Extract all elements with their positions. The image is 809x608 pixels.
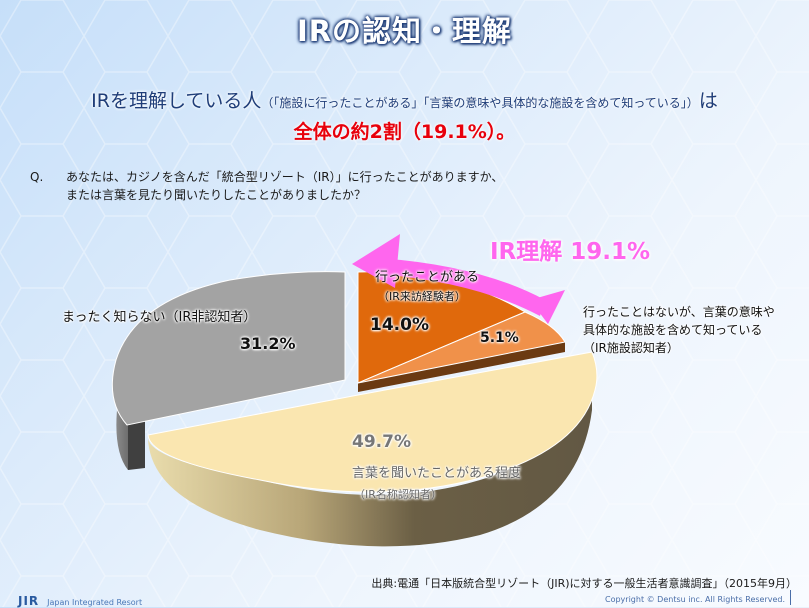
question-line-1: あなたは、カジノを含んだ「統合型リゾート（IR）」に行ったことがありますか、 [66, 170, 504, 184]
label-facility-aware-line2: 具体的な施設を含めて知っている [583, 323, 763, 337]
copyright: Copyright © Dentsu inc. All Rights Reser… [605, 595, 786, 604]
label-name-aware-sub: （IR名称認知者） [354, 488, 442, 501]
slice-facility-aware [357, 311, 566, 384]
label-facility-aware-pct: 5.1% [480, 330, 519, 346]
logo-name: Japan Integrated Resort [47, 598, 143, 607]
jir-logo: JIR Japan Integrated Resort [18, 594, 142, 608]
summary-tail: は [698, 90, 718, 112]
summary-line-2: 全体の約2割（19.1%）。 [293, 121, 516, 143]
logo-mark: JIR [18, 594, 40, 608]
summary-main: IRを理解している人 [91, 90, 262, 112]
label-visited-pct: 14.0% [370, 315, 429, 335]
source-citation: 出典:電通「日本版統合型リゾート（JIR)に対する一般生活者意識調査」（2015… [371, 577, 797, 590]
question-label: Q. [30, 170, 44, 184]
label-unaware-name: まったく知らない（IR非認知者） [62, 310, 257, 325]
slice-edge [358, 342, 565, 392]
label-name-aware-name: 言葉を聞いたことがある程度 [352, 466, 522, 481]
question-line-2: または言葉を見たり聞いたりしたことがありましたか？ [66, 188, 367, 202]
footer-divider [790, 590, 791, 605]
label-unaware-pct: 31.2% [240, 334, 296, 353]
label-facility-aware: 行ったことはないが、言葉の意味や 具体的な施設を含めて知っている （IR施設認知… [583, 303, 775, 357]
label-facility-aware-sub: （IR施設認知者） [583, 341, 679, 355]
label-facility-aware-line1: 行ったことはないが、言葉の意味や [583, 305, 775, 319]
label-name-aware-pct: 49.7% [352, 432, 411, 452]
ir-understanding-callout: IR理解 19.1% [490, 239, 651, 265]
page-title: IRの認知・理解 [296, 14, 513, 48]
survey-question: Q. あなたは、カジノを含んだ「統合型リゾート（IR）」に行ったことがありますか、… [30, 168, 503, 204]
summary-paren: （「施設に行ったことがある」「言葉の意味や具体的な施設を含めて知っている」） [261, 96, 699, 110]
label-visited-name: 行ったことがある [375, 270, 480, 285]
summary-line-1: IRを理解している人（「施設に行ったことがある」「言葉の意味や具体的な施設を含め… [0, 86, 809, 113]
label-visited-sub: （IR来訪経験者） [378, 290, 466, 303]
slice-unaware [111, 271, 346, 470]
slice-name-aware [147, 351, 598, 547]
ir-understanding-arrow [352, 234, 565, 324]
